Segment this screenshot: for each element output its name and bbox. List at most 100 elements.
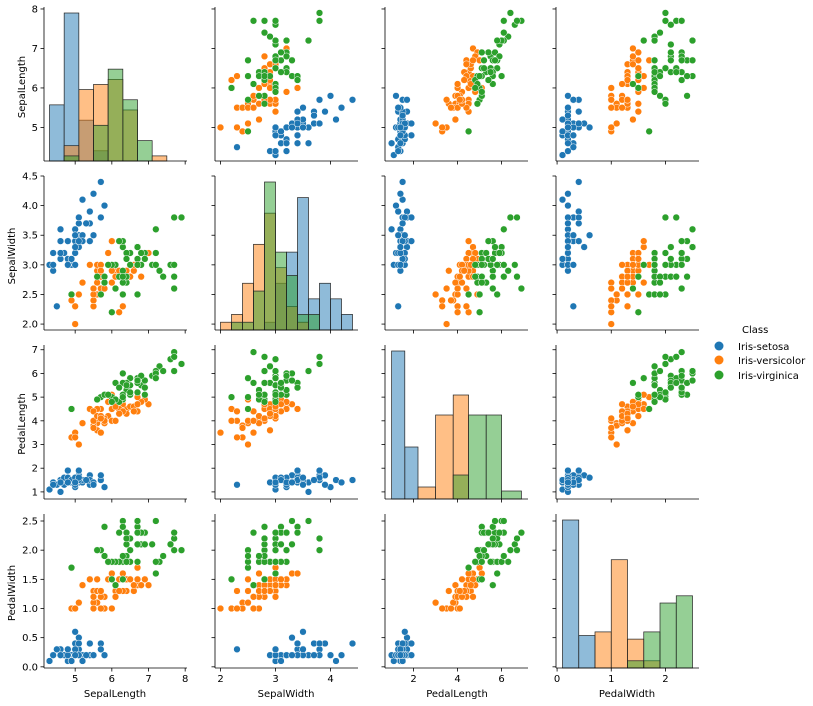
point-iris-setosa-r1-c0-14 <box>100 201 109 210</box>
ytick-label: 3.5 <box>22 231 38 242</box>
point-iris-setosa-r2-c1-44 <box>315 466 324 475</box>
point-iris-virginica-r2-c3-44 <box>688 376 697 385</box>
point-iris-versicolor-r1-c3-45 <box>618 261 626 269</box>
point-iris-virginica-r0-c3-2 <box>667 40 675 49</box>
point-iris-setosa-r3-c0-42 <box>49 651 57 659</box>
panel-r2-c3 <box>552 345 699 503</box>
point-iris-virginica-r2-c0-45 <box>133 388 142 397</box>
point-iris-setosa-r0-c2-42 <box>394 147 402 155</box>
point-iris-setosa-r0-c1-45 <box>271 131 280 139</box>
point-iris-setosa-r1-c2-44 <box>407 213 416 222</box>
point-iris-virginica-r2-c0-29 <box>152 374 160 382</box>
point-iris-setosa-r0-c3-41 <box>569 143 577 151</box>
point-iris-setosa-r3-c0-43 <box>71 628 79 636</box>
point-iris-virginica-r2-c1-26 <box>260 398 269 406</box>
point-iris-virginica-r3-c0-14 <box>100 523 109 531</box>
point-iris-virginica-r1-c3-31 <box>661 213 670 222</box>
point-iris-versicolor-r3-c1-42 <box>249 593 258 601</box>
point-iris-versicolor-r0-c1-40 <box>249 104 258 112</box>
point-iris-virginica-r0-c1-44 <box>288 56 296 64</box>
point-iris-virginica-r1-c0-48 <box>115 237 123 245</box>
ytick-label: 3.0 <box>22 260 38 271</box>
point-iris-versicolor-r1-c0-34 <box>86 261 94 269</box>
point-iris-setosa-r1-c2-24 <box>407 237 416 245</box>
point-iris-virginica-r2-c0-30 <box>159 367 167 375</box>
point-iris-virginica-r0-c1-45 <box>271 56 280 64</box>
point-iris-setosa-r1-c0-22 <box>56 225 65 233</box>
point-iris-setosa-r1-c0-46 <box>75 213 83 222</box>
point-iris-virginica-r0-c3-35 <box>678 17 686 25</box>
point-iris-virginica-r2-c0-31 <box>177 360 186 368</box>
point-iris-virginica-r3-c0-32 <box>122 534 131 543</box>
point-iris-versicolor-r3-c1-22 <box>244 575 252 583</box>
point-iris-virginica-r1-c2-35 <box>500 261 508 269</box>
point-iris-virginica-r1-c0-19 <box>108 308 116 316</box>
point-iris-versicolor-r3-c0-26 <box>137 581 145 589</box>
point-iris-virginica-r0-c3-47 <box>661 64 670 72</box>
point-iris-virginica-r0-c1-6 <box>244 127 252 136</box>
point-iris-virginica-r1-c0-25 <box>152 249 160 257</box>
hist-bar-iris-virginica-sepalwidth-4 <box>264 181 276 331</box>
point-iris-versicolor-r1-c3-37 <box>623 302 632 310</box>
point-iris-setosa-r0-c2-36 <box>394 104 402 112</box>
point-iris-setosa-r2-c3-43 <box>585 474 594 482</box>
point-iris-versicolor-r1-c2-10 <box>442 320 451 328</box>
point-iris-setosa-r0-c1-37 <box>277 127 285 136</box>
point-iris-virginica-r1-c0-9 <box>152 225 160 233</box>
point-iris-versicolor-r0-c3-9 <box>629 115 637 124</box>
point-iris-setosa-r3-c0-47 <box>56 651 65 659</box>
point-iris-versicolor-r3-c2-14 <box>445 587 453 595</box>
point-iris-setosa-r1-c3-41 <box>569 302 577 310</box>
point-iris-setosa-r2-c1-48 <box>310 476 318 484</box>
hist-bar-iris-virginica-sepalwidth-7 <box>297 314 309 331</box>
point-iris-virginica-r3-c0-24 <box>133 540 142 548</box>
point-iris-virginica-r3-c0-37 <box>122 558 131 566</box>
point-iris-setosa-r1-c2-22 <box>387 225 396 233</box>
hist-bar-iris-virginica-sepalwidth-8 <box>308 314 320 331</box>
point-iris-setosa-r3-c1-37 <box>277 657 285 665</box>
point-iris-virginica-r2-c3-32 <box>672 379 680 387</box>
point-iris-setosa-r1-c0-33 <box>89 190 98 198</box>
ytick-label: 5 <box>32 123 38 134</box>
point-iris-virginica-r3-c1-42 <box>255 552 263 560</box>
point-iris-setosa-r3-c1-23 <box>288 634 296 642</box>
point-iris-versicolor-r0-c2-25 <box>462 60 471 68</box>
point-iris-versicolor-r0-c1-35 <box>293 84 302 92</box>
point-iris-setosa-r1-c0-36 <box>89 231 98 239</box>
point-iris-setosa-r3-c0-49 <box>71 651 79 659</box>
point-iris-virginica-r0-c3-6 <box>645 127 653 136</box>
point-iris-virginica-r2-c1-8 <box>244 374 252 382</box>
point-iris-virginica-r0-c1-7 <box>266 32 274 41</box>
point-iris-virginica-r1-c3-44 <box>688 243 697 251</box>
hist-bar-iris-versicolor-sepalwidth-0 <box>220 321 232 331</box>
point-iris-virginica-r2-c1-5 <box>271 355 280 363</box>
point-iris-virginica-r0-c2-45 <box>480 56 488 64</box>
point-iris-setosa-r0-c3-36 <box>564 104 572 112</box>
point-iris-virginica-r2-c1-38 <box>271 398 280 406</box>
point-iris-virginica-r1-c0-18 <box>170 284 178 293</box>
panel-r1-c1 <box>211 175 358 334</box>
point-iris-virginica-r1-c2-31 <box>506 213 515 222</box>
point-iris-virginica-r0-c3-42 <box>656 92 664 100</box>
point-iris-virginica-r3-c1-33 <box>260 575 269 583</box>
point-iris-versicolor-r1-c0-43 <box>71 302 79 310</box>
point-iris-virginica-r3-c1-43 <box>282 529 291 537</box>
hist-bar-iris-virginica-sepalwidth-2 <box>242 321 254 331</box>
point-iris-setosa-r0-c1-24 <box>293 131 302 139</box>
legend-label-versicolor: Iris-versicolor <box>738 356 806 367</box>
point-iris-versicolor-r1-c0-26 <box>137 273 145 281</box>
point-iris-virginica-r1-c3-49 <box>650 261 659 269</box>
hist-bar-iris-setosa-pedallength-1 <box>404 446 419 500</box>
point-iris-virginica-r1-c2-5 <box>511 261 519 269</box>
point-iris-versicolor-r1-c3-49 <box>623 273 632 281</box>
point-iris-setosa-r0-c3-13 <box>558 151 567 159</box>
point-iris-versicolor-r2-c0-47 <box>115 410 123 418</box>
point-iris-versicolor-r0-c1-18 <box>227 76 236 84</box>
point-iris-virginica-r3-c1-49 <box>271 558 280 566</box>
point-iris-setosa-r0-c1-42 <box>282 147 291 155</box>
point-iris-versicolor-r0-c3-26 <box>629 52 637 61</box>
point-iris-versicolor-r3-c1-45 <box>271 593 280 601</box>
point-iris-virginica-r3-c2-22 <box>513 546 521 554</box>
ytick-label: 2.0 <box>22 546 38 557</box>
